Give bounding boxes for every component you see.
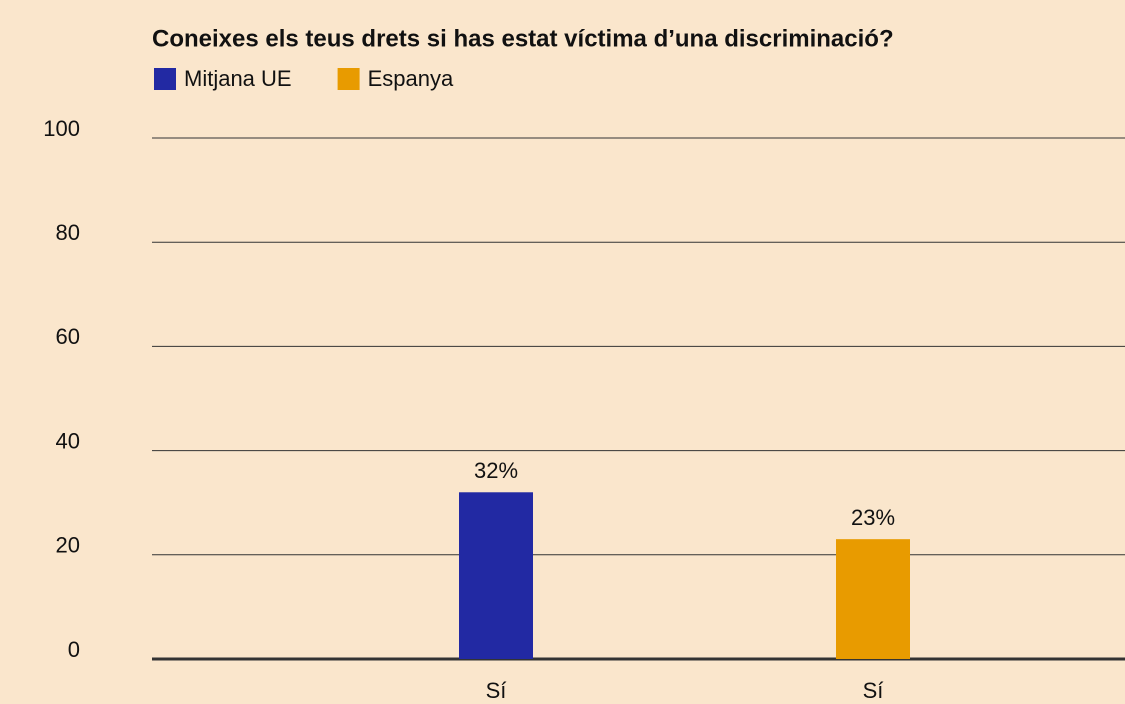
data-label: 23%: [851, 505, 895, 530]
legend-swatch: [154, 68, 176, 90]
y-tick-label: 20: [56, 533, 80, 558]
y-tick-label: 80: [56, 220, 80, 245]
legend-label: Mitjana UE: [184, 66, 292, 91]
legend-label: Espanya: [368, 66, 454, 91]
x-tick-label: Sí: [863, 678, 884, 703]
chart-title: Coneixes els teus drets si has estat víc…: [152, 25, 894, 52]
y-tick-label: 0: [68, 637, 80, 662]
x-tick-label: Sí: [486, 678, 507, 703]
bar: [459, 492, 533, 659]
y-tick-label: 60: [56, 324, 80, 349]
legend-swatch: [337, 68, 360, 90]
y-tick-label: 100: [43, 116, 80, 141]
bar: [836, 539, 910, 659]
y-tick-label: 40: [56, 428, 80, 453]
data-label: 32%: [474, 458, 518, 483]
